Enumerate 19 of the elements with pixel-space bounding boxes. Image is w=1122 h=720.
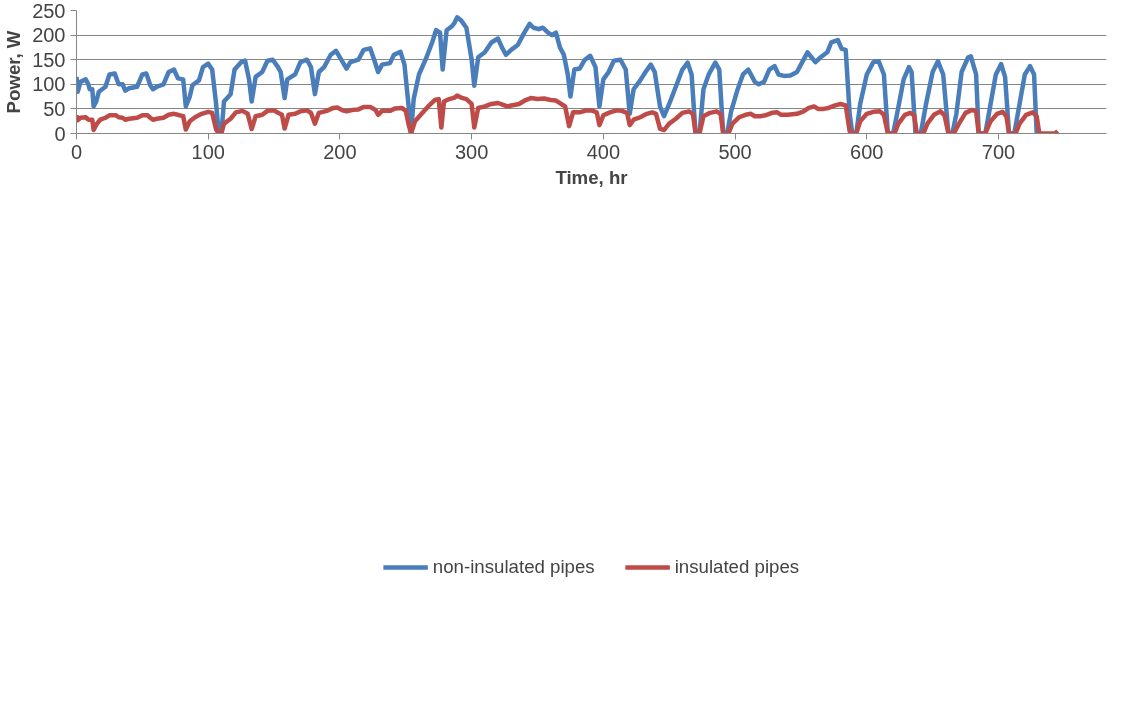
x-tick-label: 200	[323, 140, 357, 163]
y-tick-label: 150	[32, 48, 66, 71]
x-tick-label: 0	[70, 140, 83, 163]
line-series	[76, 93, 1061, 134]
x-tick-label: 500	[718, 140, 752, 163]
x-tick-label: 100	[191, 140, 225, 163]
y-tick-label: 200	[32, 24, 66, 47]
x-tick-label: 700	[981, 140, 1016, 163]
x-tick-label: 300	[454, 140, 489, 163]
y-tick-label: 250	[32, 0, 66, 22]
legend-label: non-insulated pipes	[432, 556, 595, 578]
legend-label: insulated pipes	[674, 556, 800, 578]
x-tick-label: 600	[850, 140, 884, 163]
x-axis-title: Time, hr	[555, 166, 628, 188]
y-axis-title: Power, W	[3, 30, 25, 114]
y-tick-label: 100	[32, 73, 66, 96]
x-tick-label: 400	[586, 140, 621, 163]
y-tick-label: 50	[43, 97, 66, 120]
y-tick-label: 0	[54, 122, 66, 145]
